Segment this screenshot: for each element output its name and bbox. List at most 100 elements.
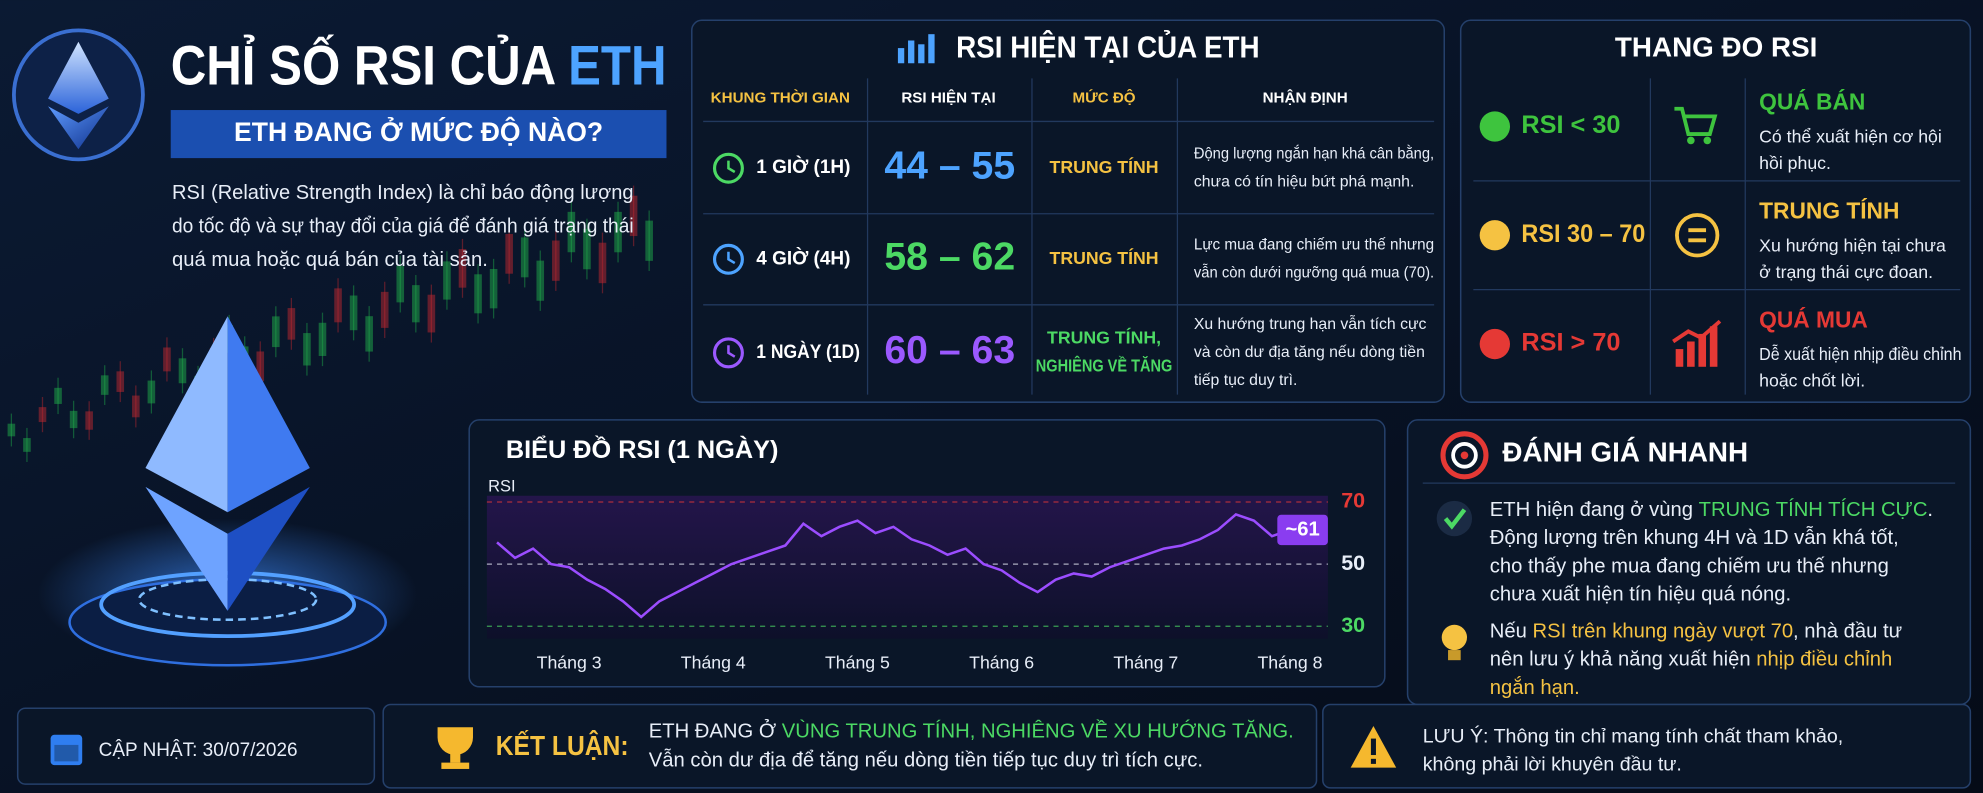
- subtitle-banner: [170, 110, 667, 159]
- scale-desc: Có thể xuất hiện cơ hội: [1759, 127, 1942, 147]
- table-header: RSI HIỆN TẠI: [901, 89, 995, 107]
- timeframe: 4 GIỜ (4H): [756, 247, 850, 269]
- icon-bar: [918, 44, 925, 64]
- timeframe: 1 GIỜ (1H): [756, 156, 850, 178]
- candle: [147, 380, 156, 404]
- candle: [567, 211, 576, 253]
- candle: [85, 411, 93, 430]
- end-label-box: [1277, 514, 1328, 546]
- candle: [458, 249, 467, 288]
- conclusion-line: Vẫn còn dư địa để tăng nếu dòng tiền tiế…: [649, 749, 1203, 772]
- eth-face: [227, 486, 310, 611]
- note-line: LƯU Ý: Thông tin chỉ mang tính chất tham…: [1423, 724, 1843, 747]
- table-header: NHẬN ĐỊNH: [1263, 89, 1348, 107]
- level: TRUNG TÍNH,: [1047, 327, 1161, 348]
- comment: tiếp tục duy trì.: [1194, 372, 1298, 389]
- assessment-line-part: Động lượng trên khung 4H và 1D vẫn khá t…: [1490, 526, 1899, 549]
- rsi-value: 44 – 55: [884, 145, 1015, 188]
- bulb-icon: [1448, 650, 1461, 661]
- description: quá mua hoặc quá bán của tài sản.: [172, 249, 488, 271]
- target-icon: [1460, 451, 1469, 460]
- conclusion-line-part: ETH ĐANG Ở: [649, 719, 782, 743]
- trophy-icon: [437, 727, 473, 756]
- x-tick-label: Tháng 8: [1258, 653, 1323, 673]
- note-line: không phải lời khuyên đầu tư.: [1423, 753, 1682, 775]
- y-tick-label: 70: [1341, 489, 1365, 513]
- x-tick-label: Tháng 4: [681, 653, 746, 673]
- clock-icon: [712, 243, 744, 275]
- level: NGHIÊNG VỀ TĂNG: [1036, 354, 1173, 375]
- table-panel: [691, 19, 1446, 403]
- clock-icon: [712, 152, 744, 184]
- candle: [178, 358, 187, 384]
- candle: [520, 237, 529, 278]
- bars-icon: [1698, 333, 1707, 367]
- eth-face: [227, 316, 310, 513]
- table-title: RSI HIỆN TẠI CỦA ETH: [956, 30, 1260, 64]
- comment: Động lượng ngắn hạn khá cân bằng,: [1194, 143, 1434, 162]
- rsi-value: 60 – 63: [884, 329, 1015, 372]
- conclusion-line-part: Vẫn còn dư địa để tăng nếu dòng tiền tiế…: [649, 749, 1203, 772]
- assessment-line-part: TRUNG TÍNH TÍCH CỰC: [1699, 498, 1928, 521]
- warning-icon: [1370, 758, 1376, 764]
- cart-icon: [1703, 136, 1712, 145]
- update-date: CẬP NHẬT: 30/07/2026: [99, 739, 298, 761]
- icon-bar: [908, 40, 915, 64]
- assessment-line-part: .: [1927, 499, 1933, 521]
- clock-icon: [727, 251, 736, 265]
- cart-icon: [1674, 106, 1718, 136]
- assessment-line-part: nhịp điều chỉnh: [1756, 649, 1892, 671]
- calendar-icon: [50, 734, 83, 766]
- scale-desc: ở trạng thái cực đoan.: [1759, 262, 1933, 282]
- assessment-line-part: RSI trên khung ngày vượt 70: [1532, 621, 1793, 643]
- description: do tốc độ và sự thay đổi của giá để đánh…: [172, 215, 634, 237]
- scale-label: TRUNG TÍNH: [1759, 198, 1899, 224]
- candle: [489, 268, 498, 309]
- candle: [69, 410, 78, 429]
- assessment-line: chưa xuất hiện tín hiệu quá nóng.: [1490, 584, 1791, 606]
- candle: [427, 294, 436, 333]
- scale-desc: Xu hướng hiện tại chưa: [1759, 235, 1946, 255]
- candle: [443, 261, 451, 300]
- scale-range: RSI < 30: [1521, 111, 1620, 139]
- icon-bar: [897, 48, 905, 64]
- assessment-line-part: , nhà đầu tư: [1793, 621, 1902, 643]
- conclusion-panel: [382, 703, 1318, 789]
- update-panel: [16, 707, 376, 785]
- end-label: ~61: [1285, 518, 1319, 540]
- eth-face: [145, 316, 228, 513]
- comment: Xu hướng trung hạn vẫn tích cực: [1194, 314, 1427, 333]
- calendar-icon: [54, 744, 79, 762]
- candle: [318, 322, 327, 356]
- icon-bar: [928, 34, 935, 64]
- candle: [598, 242, 607, 284]
- comment: chưa có tín hiệu bứt phá mạnh.: [1194, 173, 1415, 190]
- candle: [287, 308, 296, 340]
- scale-dot: [1479, 328, 1511, 360]
- target-icon: [1451, 442, 1478, 469]
- y-axis-label: RSI: [488, 477, 515, 495]
- candle: [349, 295, 358, 331]
- scale-label: QUÁ BÁN: [1759, 89, 1865, 115]
- title-part: CHỈ SỐ RSI CỦA: [171, 34, 568, 96]
- candle: [614, 211, 622, 253]
- candle: [334, 288, 342, 323]
- scale-range: RSI > 70: [1521, 329, 1620, 357]
- title: CHỈ SỐ RSI CỦA ETH: [171, 34, 667, 96]
- candle: [54, 387, 62, 404]
- bars-icon: [1672, 319, 1722, 344]
- timeframe: 1 NGÀY (1D): [756, 341, 860, 363]
- scale-panel: [1459, 19, 1972, 403]
- title-part: ETH: [568, 34, 666, 96]
- assessment-line: Động lượng trên khung 4H và 1D vẫn khá t…: [1490, 526, 1899, 549]
- scale-title: THANG ĐO RSI: [1615, 32, 1817, 63]
- assessment-title: ĐÁNH GIÁ NHANH: [1502, 436, 1748, 467]
- candle: [380, 291, 389, 328]
- chart-title: BIỂU ĐỒ RSI (1 NGÀY): [506, 434, 779, 464]
- clock-icon: [727, 345, 736, 358]
- candle: [536, 260, 545, 301]
- candle: [396, 265, 405, 303]
- check-icon: [1443, 508, 1467, 530]
- target-icon: [1440, 431, 1489, 480]
